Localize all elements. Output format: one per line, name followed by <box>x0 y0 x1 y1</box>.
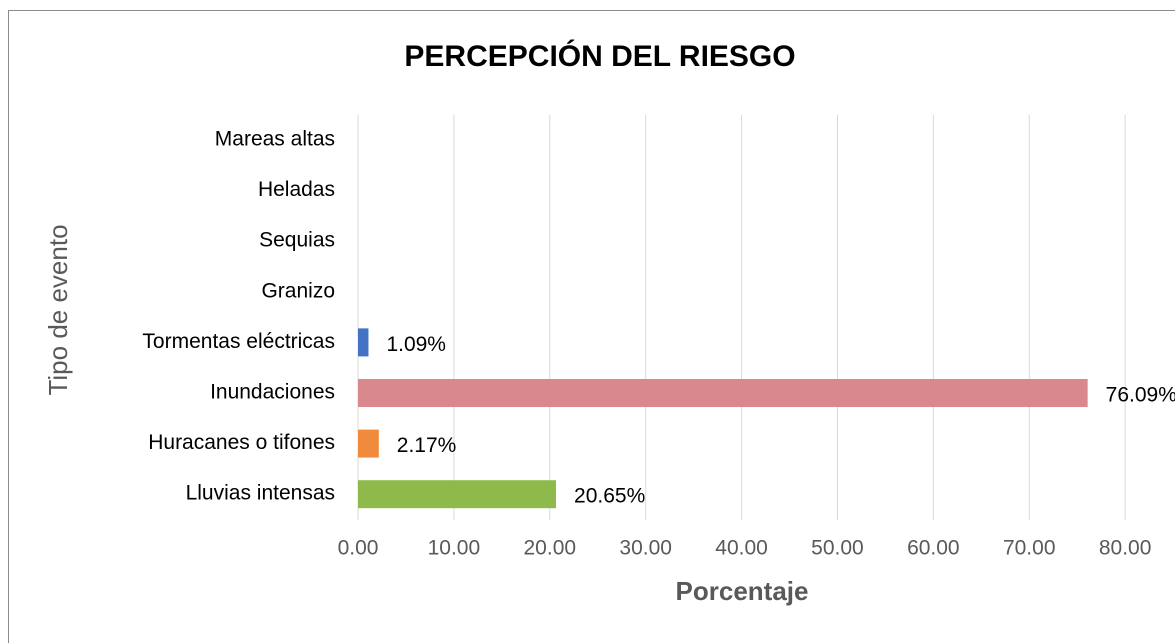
data-label: 20.65% <box>574 485 645 508</box>
y-tick-label: Sequias <box>259 229 335 252</box>
x-tick-label: 70.00 <box>1003 537 1056 560</box>
y-tick-label: Lluvias intensas <box>186 482 335 505</box>
y-tick-label: Heladas <box>258 178 335 201</box>
bar <box>358 480 557 509</box>
y-tick-label: Tormentas eléctricas <box>142 330 335 353</box>
x-tick-label: 10.00 <box>428 537 481 560</box>
x-axis-title: Porcentaje <box>676 576 809 606</box>
bar <box>358 328 369 357</box>
chart-frame <box>8 10 1175 643</box>
x-tick-label: 0.00 <box>338 537 379 560</box>
data-label: 76.09% <box>1106 384 1175 407</box>
chart-title: PERCEPCIÓN DEL RIESGO <box>404 39 795 73</box>
y-tick-label: Granizo <box>261 279 335 302</box>
x-tick-label: 40.00 <box>715 537 768 560</box>
x-tick-label: 60.00 <box>907 537 960 560</box>
y-tick-label: Huracanes o tifones <box>148 431 335 454</box>
bar <box>358 379 1088 407</box>
y-tick-label: Mareas altas <box>215 128 335 151</box>
x-tick-label: 30.00 <box>619 537 672 560</box>
x-tick-label: 80.00 <box>1099 537 1152 560</box>
data-label: 1.09% <box>386 333 446 356</box>
y-tick-label: Inundaciones <box>210 381 335 404</box>
bar <box>358 429 379 458</box>
y-axis-title: Tipo de evento <box>43 224 73 395</box>
data-label: 2.17% <box>397 434 457 457</box>
x-tick-label: 20.00 <box>524 537 577 560</box>
x-tick-label: 50.00 <box>811 537 864 560</box>
